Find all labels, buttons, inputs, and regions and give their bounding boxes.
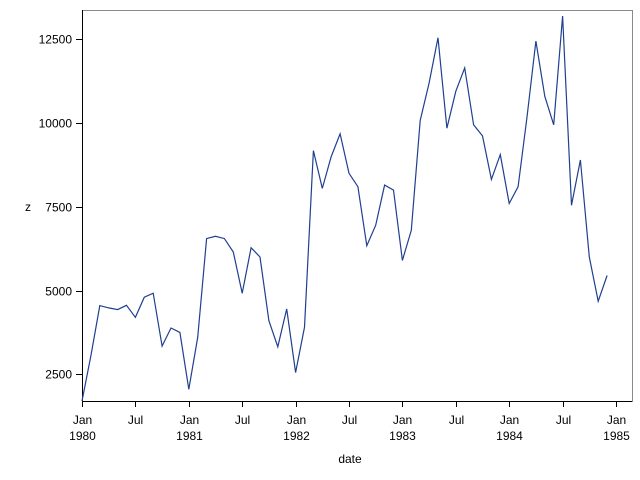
x-tick-year-label: 1984	[496, 429, 523, 443]
y-tick-label: 12500	[39, 33, 73, 47]
y-tick-label: 7500	[45, 201, 72, 215]
x-tick-month-label: Jul	[449, 413, 464, 427]
x-tick-month-label: Jul	[235, 413, 250, 427]
x-tick-month-label: Jul	[128, 413, 143, 427]
y-axis-label: z	[25, 200, 31, 214]
x-tick-month-label: Jul	[556, 413, 571, 427]
x-tick-year-label: 1983	[389, 429, 416, 443]
x-tick-year-label: 1981	[176, 429, 203, 443]
series-line	[81, 15, 608, 402]
x-tick-year-label: 1982	[283, 429, 310, 443]
x-tick-month-label: Jan	[180, 413, 199, 427]
y-tick-label: 2500	[45, 368, 72, 382]
y-tick-label: 10000	[39, 117, 73, 131]
plot-frame	[82, 10, 633, 402]
series-layer	[81, 15, 608, 402]
x-tick-month-label: Jan	[393, 413, 412, 427]
x-axis: Jan 1980 Jul Jan 1981 Jul Jan 1982 Jul Jan 1983 Jul…	[69, 401, 632, 443]
x-tick-month-label: Jan	[500, 413, 519, 427]
y-tick-label: 5000	[45, 285, 72, 299]
x-tick-year-label: 1985	[603, 429, 630, 443]
x-tick-month-label: Jan	[607, 413, 626, 427]
y-axis: 2500 5000 7500 10000 12500	[39, 10, 83, 402]
x-tick-year-label: 1980	[69, 429, 96, 443]
x-tick-month-label: Jul	[342, 413, 357, 427]
x-axis-label: date	[338, 452, 362, 466]
x-tick-month-label: Jan	[73, 413, 92, 427]
x-tick-month-label: Jan	[287, 413, 306, 427]
